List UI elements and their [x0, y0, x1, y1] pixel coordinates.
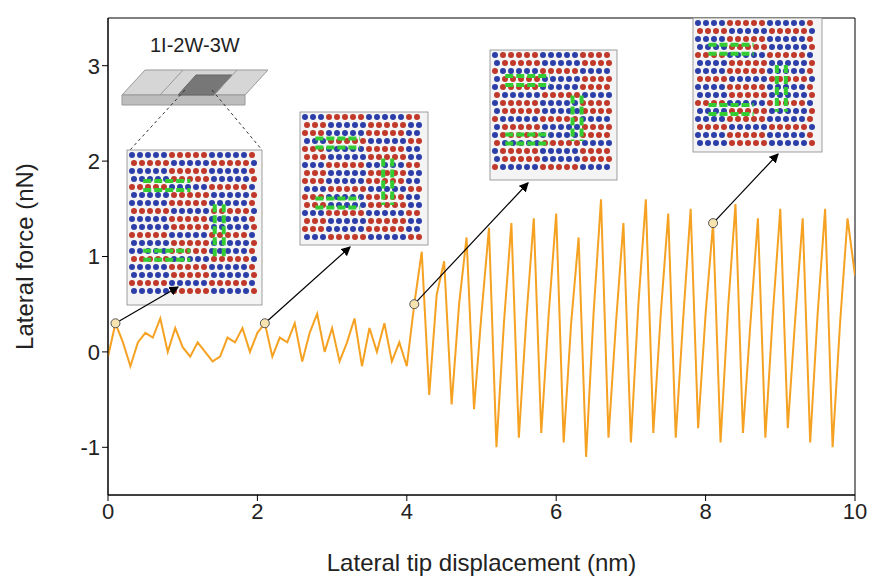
svg-text:-1: -1 [80, 435, 100, 460]
svg-text:Lateral tip displacement (nm): Lateral tip displacement (nm) [327, 549, 636, 576]
svg-text:6: 6 [550, 499, 562, 524]
svg-text:3: 3 [88, 54, 100, 79]
svg-text:8: 8 [699, 499, 711, 524]
svg-text:2: 2 [88, 149, 100, 174]
svg-text:0: 0 [102, 499, 114, 524]
svg-text:Lateral force (nN): Lateral force (nN) [11, 163, 38, 350]
svg-text:10: 10 [843, 499, 867, 524]
svg-text:1I-2W-3W: 1I-2W-3W [150, 34, 240, 56]
svg-text:2: 2 [251, 499, 263, 524]
svg-text:1: 1 [88, 244, 100, 269]
svg-text:4: 4 [401, 499, 413, 524]
svg-text:0: 0 [88, 340, 100, 365]
